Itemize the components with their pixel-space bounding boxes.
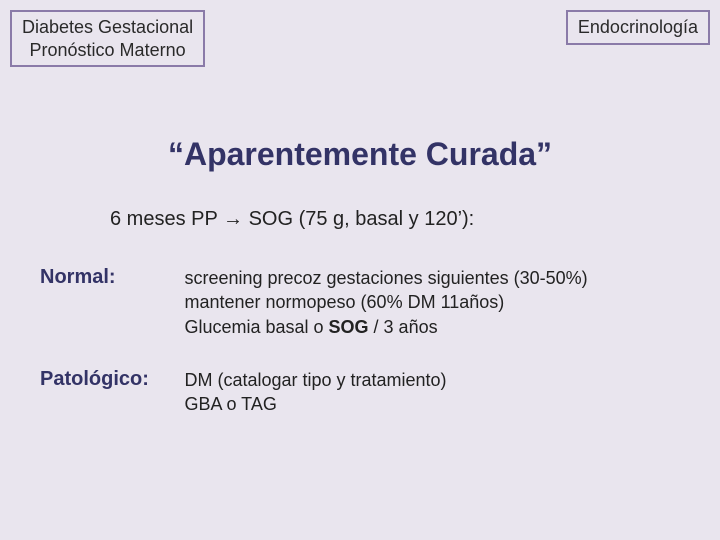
header-box-right: Endocrinología <box>566 10 710 45</box>
patologico-line2: GBA o TAG <box>184 394 276 414</box>
page-title: “Aparentemente Curada” <box>0 136 720 173</box>
header-left-line2: Pronóstico Materno <box>22 39 193 62</box>
header-box-left: Diabetes Gestacional Pronóstico Materno <box>10 10 205 67</box>
header-left-line1: Diabetes Gestacional <box>22 16 193 39</box>
normal-line3-bold: SOG <box>329 317 369 337</box>
section-patologico: Patológico: DM (catalogar tipo y tratami… <box>40 368 680 417</box>
subtitle: 6 meses PP → SOG (75 g, basal y 120’): <box>110 208 474 231</box>
normal-line2: mantener normopeso (60% DM 11años) <box>184 292 504 312</box>
section-normal: Normal: screening precoz gestaciones sig… <box>40 266 680 339</box>
patologico-desc: DM (catalogar tipo y tratamiento) GBA o … <box>184 368 664 417</box>
patologico-label: Patológico: <box>40 368 180 391</box>
header-right-text: Endocrinología <box>578 16 698 39</box>
normal-line1: screening precoz gestaciones siguientes … <box>184 268 587 288</box>
normal-label: Normal: <box>40 266 180 289</box>
normal-line3c: / 3 años <box>369 317 438 337</box>
patologico-line1: DM (catalogar tipo y tratamiento) <box>184 370 446 390</box>
normal-desc: screening precoz gestaciones siguientes … <box>184 266 664 339</box>
normal-line3a: Glucemia basal o <box>184 317 328 337</box>
